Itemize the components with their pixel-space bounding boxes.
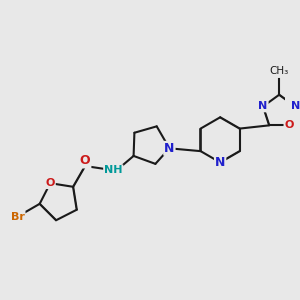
Text: O: O <box>80 154 90 167</box>
Text: NH: NH <box>104 165 123 175</box>
Text: N: N <box>258 101 268 111</box>
Text: O: O <box>46 178 55 188</box>
Text: N: N <box>215 156 225 169</box>
Text: N: N <box>164 142 175 155</box>
Text: Br: Br <box>11 212 25 221</box>
Text: N: N <box>291 101 300 111</box>
Text: O: O <box>284 120 294 130</box>
Text: CH₃: CH₃ <box>269 66 289 76</box>
